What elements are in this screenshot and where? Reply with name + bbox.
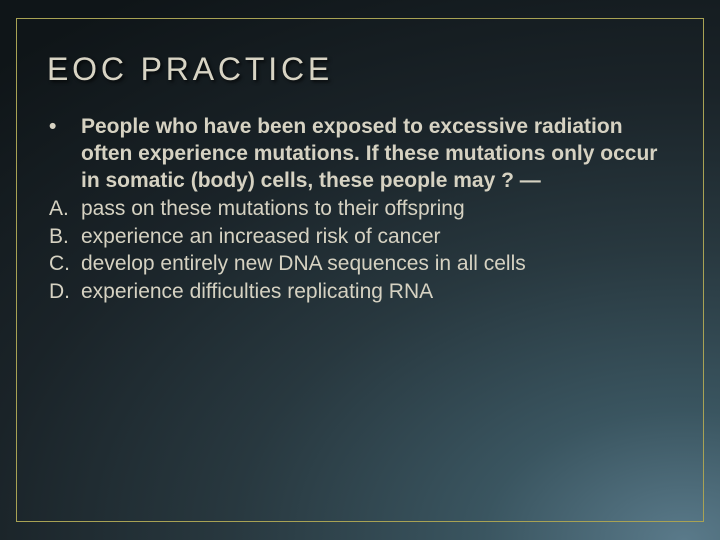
slide-border: EOC PRACTICE • People who have been expo… bbox=[16, 18, 704, 522]
option-b: B. experience an increased risk of cance… bbox=[47, 224, 673, 251]
option-marker: A. bbox=[47, 196, 81, 223]
question-row: • People who have been exposed to excess… bbox=[47, 114, 673, 195]
option-marker: C. bbox=[47, 251, 81, 278]
option-text: pass on these mutations to their offspri… bbox=[81, 196, 673, 223]
slide-content: • People who have been exposed to excess… bbox=[47, 114, 673, 306]
option-c: C. develop entirely new DNA sequences in… bbox=[47, 251, 673, 278]
slide-title: EOC PRACTICE bbox=[47, 51, 673, 88]
option-a: A. pass on these mutations to their offs… bbox=[47, 196, 673, 223]
option-marker: D. bbox=[47, 279, 81, 306]
slide: EOC PRACTICE • People who have been expo… bbox=[0, 0, 720, 540]
option-text: experience an increased risk of cancer bbox=[81, 224, 673, 251]
question-text: People who have been exposed to excessiv… bbox=[81, 114, 673, 195]
option-d: D. experience difficulties replicating R… bbox=[47, 279, 673, 306]
option-marker: B. bbox=[47, 224, 81, 251]
bullet-marker: • bbox=[47, 114, 81, 195]
option-text: experience difficulties replicating RNA bbox=[81, 279, 673, 306]
option-text: develop entirely new DNA sequences in al… bbox=[81, 251, 673, 278]
